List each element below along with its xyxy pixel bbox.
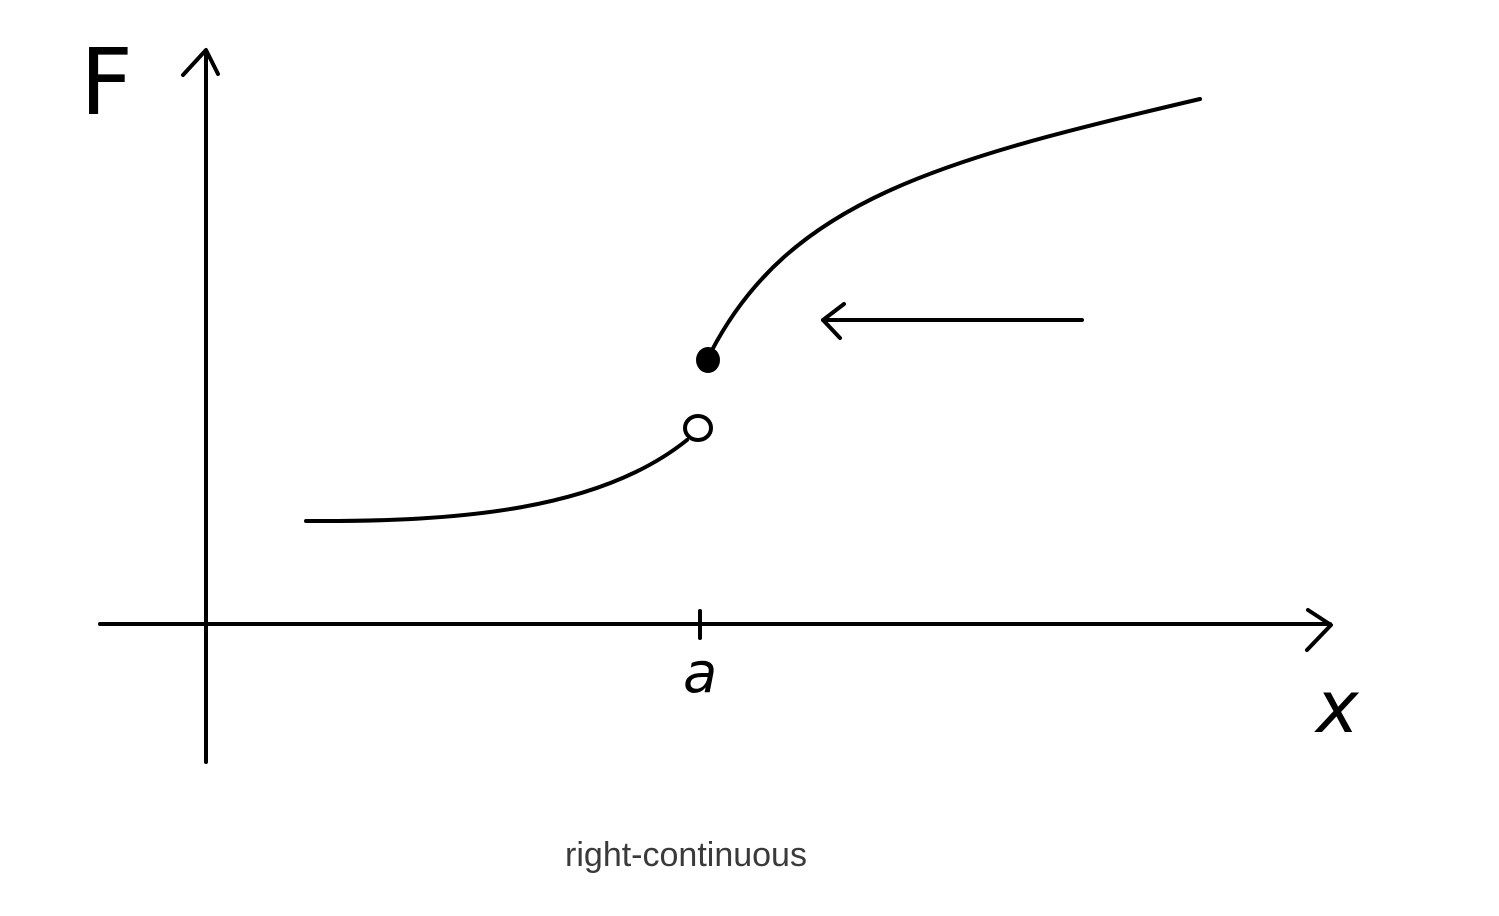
x-axis-arrowhead — [1305, 608, 1333, 652]
curve-left-branch — [304, 438, 689, 524]
y-axis-label: F — [80, 29, 133, 136]
x-axis-label: x — [1314, 665, 1360, 749]
tick-label-a: a — [683, 641, 717, 706]
annotation-arrow-head — [821, 302, 846, 340]
y-axis-arrowhead — [181, 48, 220, 77]
open-circle-point — [683, 414, 713, 442]
figure-caption: right-continuous — [565, 836, 807, 874]
curve-right-branch — [709, 97, 1202, 354]
filled-dot-point — [696, 347, 720, 373]
